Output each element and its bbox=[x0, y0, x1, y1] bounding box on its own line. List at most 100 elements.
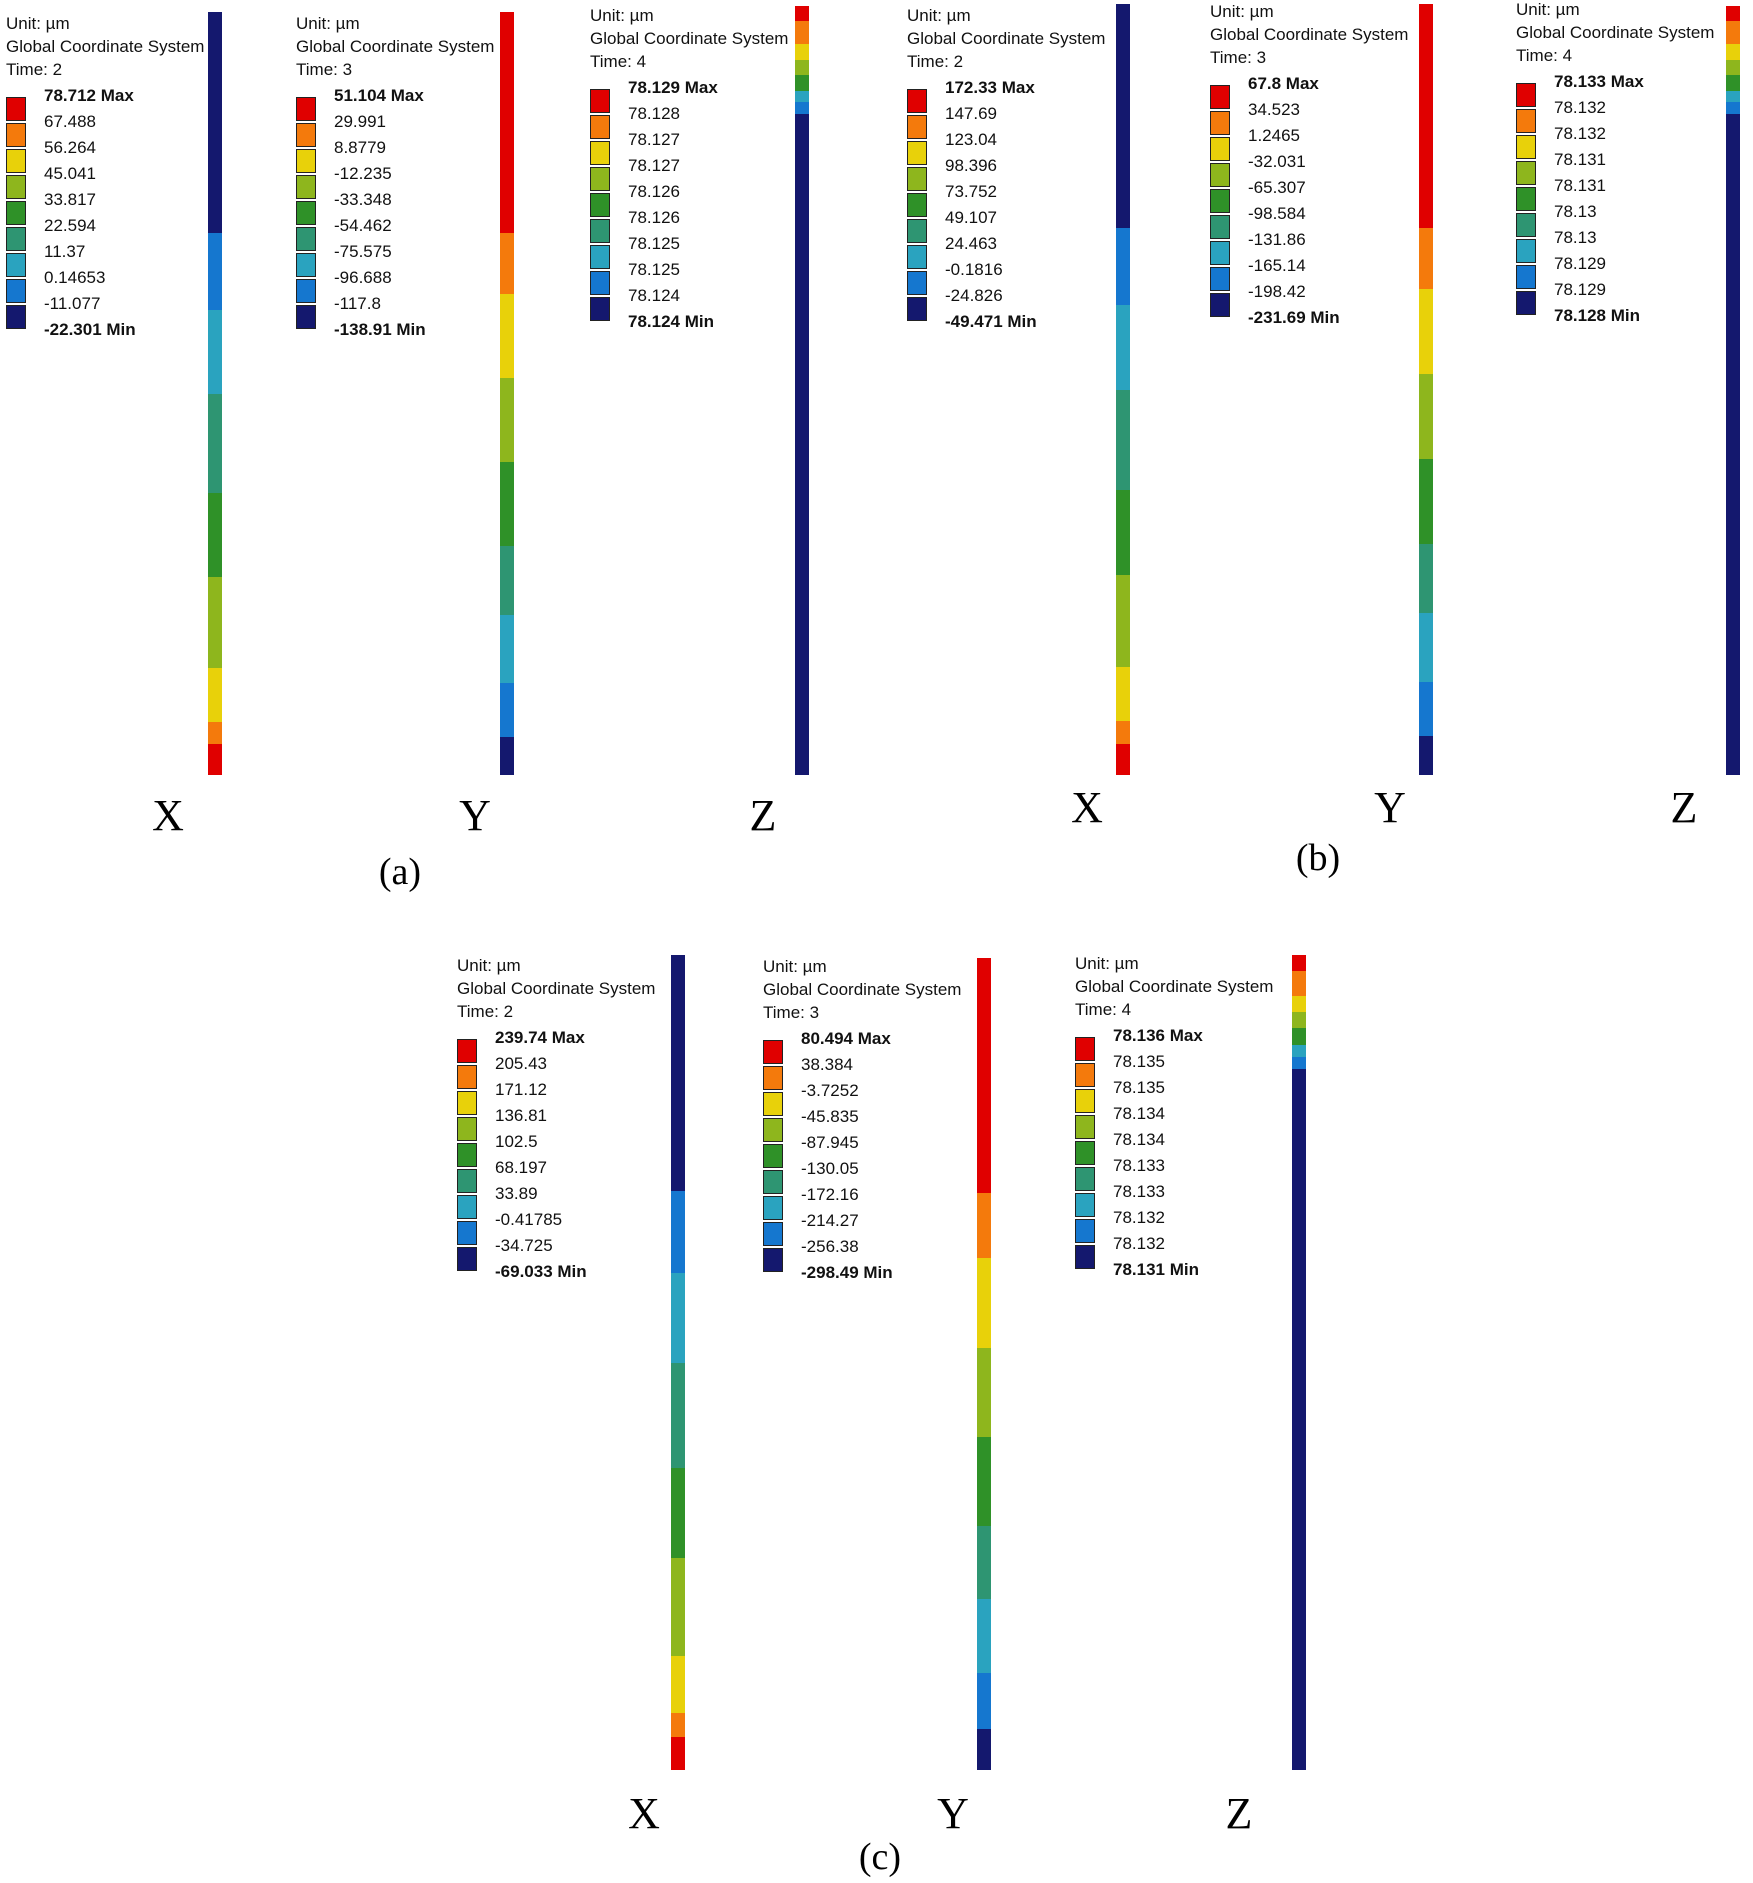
color-swatch bbox=[1075, 1193, 1095, 1217]
color-swatch bbox=[1210, 267, 1230, 291]
scale-value: 78.133 bbox=[1113, 1182, 1165, 1201]
scale-value: 78.13 bbox=[1554, 228, 1597, 247]
scale-value: 68.197 bbox=[495, 1158, 547, 1177]
color-swatch bbox=[6, 97, 26, 121]
axis-label: X bbox=[628, 1789, 660, 1838]
scale-value: 56.264 bbox=[44, 138, 96, 157]
scale-value: 78.132 bbox=[1113, 1234, 1165, 1253]
contour-bar-y bbox=[500, 12, 514, 776]
min-value: -49.471 Min bbox=[945, 312, 1037, 331]
color-swatch bbox=[296, 253, 316, 277]
scale-value: 78.129 bbox=[1554, 280, 1606, 299]
axis-label: Z bbox=[749, 791, 777, 840]
max-value: 78.129 Max bbox=[628, 78, 718, 97]
contour-legend: Unit: µm Global Coordinate System Time: 2 1… bbox=[907, 4, 1105, 335]
scale-value: 123.04 bbox=[945, 130, 997, 149]
contour-band bbox=[671, 955, 685, 1192]
scale-value: 78.134 bbox=[1113, 1130, 1165, 1149]
scale-value: 78.135 bbox=[1113, 1078, 1165, 1097]
color-swatch bbox=[763, 1170, 783, 1194]
contour-band bbox=[977, 1437, 991, 1527]
color-swatch bbox=[296, 149, 316, 173]
contour-bar-z bbox=[1726, 6, 1740, 776]
coordinate-system-label: Global Coordinate System bbox=[1516, 23, 1715, 42]
contour-band bbox=[671, 1558, 685, 1657]
coordinate-system-label: Global Coordinate System bbox=[763, 980, 962, 999]
scale-value: -34.725 bbox=[495, 1236, 553, 1255]
scale-value: 78.132 bbox=[1554, 124, 1606, 143]
color-swatch bbox=[907, 115, 927, 139]
scale-value: 78.126 bbox=[628, 208, 680, 227]
scale-value: -11.077 bbox=[44, 294, 101, 313]
unit-label: Unit: µm bbox=[457, 956, 521, 975]
scale-value: 78.127 bbox=[628, 156, 680, 175]
contour-band bbox=[208, 576, 222, 669]
contour-band bbox=[671, 1272, 685, 1363]
contour-band bbox=[208, 744, 222, 776]
scale-value: -75.575 bbox=[334, 242, 392, 261]
color-swatch bbox=[1210, 189, 1230, 213]
min-value: 78.131 Min bbox=[1113, 1260, 1199, 1279]
max-value: 78.136 Max bbox=[1113, 1026, 1203, 1045]
time-label: Time: 2 bbox=[907, 52, 964, 71]
scale-value: -98.584 bbox=[1248, 204, 1306, 223]
contour-legend: Unit: µm Global Coordinate System Time: 4 7… bbox=[590, 4, 788, 335]
time-label: Time: 4 bbox=[590, 52, 647, 71]
color-scale: 78.129 Max 78.128 78.127 78.127 78.126 78.126… bbox=[590, 78, 788, 335]
color-swatch bbox=[763, 1066, 783, 1090]
scale-value: 34.523 bbox=[1248, 100, 1300, 119]
contour-band bbox=[977, 1599, 991, 1674]
color-swatch bbox=[6, 279, 26, 303]
contour-band bbox=[208, 12, 222, 234]
contour-band bbox=[1292, 1028, 1306, 1046]
color-swatch bbox=[6, 305, 26, 329]
color-swatch bbox=[1516, 187, 1536, 211]
contour-legend: Unit: µm Global Coordinate System Time: 2 2… bbox=[457, 954, 655, 1285]
unit-label: Unit: µm bbox=[1075, 954, 1139, 973]
color-scale: 78.136 Max 78.135 78.135 78.134 78.134 78.133… bbox=[1075, 1026, 1273, 1283]
contour-band bbox=[795, 75, 809, 92]
scale-value: -172.16 bbox=[801, 1185, 859, 1204]
scale-value: 8.8779 bbox=[334, 138, 386, 157]
contour-band bbox=[977, 1672, 991, 1730]
color-swatch bbox=[457, 1039, 477, 1063]
color-swatch bbox=[296, 279, 316, 303]
contour-band bbox=[977, 958, 991, 1194]
color-swatch bbox=[907, 193, 927, 217]
unit-label: Unit: µm bbox=[763, 957, 827, 976]
color-swatch bbox=[1210, 163, 1230, 187]
contour-bar-x bbox=[671, 955, 685, 1771]
color-swatch bbox=[590, 89, 610, 113]
color-swatch bbox=[1210, 293, 1230, 317]
color-swatch bbox=[590, 245, 610, 269]
contour-band bbox=[1292, 995, 1306, 1013]
color-scale: 78.712 Max 67.488 56.264 45.041 33.817 22.594… bbox=[6, 86, 204, 343]
contour-band bbox=[795, 6, 809, 22]
color-swatch bbox=[1075, 1219, 1095, 1243]
scale-value: 78.124 bbox=[628, 286, 680, 305]
color-swatch bbox=[763, 1248, 783, 1272]
contour-legend: Unit: µm Global Coordinate System Time: 3 6… bbox=[1210, 0, 1408, 331]
contour-band bbox=[1419, 289, 1433, 375]
scale-value: 147.69 bbox=[945, 104, 997, 123]
axis-label: Z bbox=[1225, 1789, 1253, 1838]
contour-band bbox=[1726, 75, 1740, 92]
color-swatch bbox=[296, 227, 316, 251]
contour-band bbox=[671, 1191, 685, 1274]
unit-label: Unit: µm bbox=[907, 6, 971, 25]
coordinate-system-label: Global Coordinate System bbox=[1075, 977, 1274, 996]
min-value: -69.033 Min bbox=[495, 1262, 587, 1281]
contour-band bbox=[795, 44, 809, 61]
contour-bar-x bbox=[208, 12, 222, 776]
color-scale: 67.8 Max 34.523 1.2465 -32.031 -65.307 -98.58… bbox=[1210, 74, 1408, 331]
max-value: 172.33 Max bbox=[945, 78, 1035, 97]
color-swatch bbox=[907, 219, 927, 243]
scale-value: -131.86 bbox=[1248, 230, 1306, 249]
contour-band bbox=[1116, 489, 1130, 576]
coordinate-system-label: Global Coordinate System bbox=[590, 29, 789, 48]
contour-legend: Unit: µm Global Coordinate System Time: 3 5… bbox=[296, 12, 494, 343]
min-value: -298.49 Min bbox=[801, 1263, 893, 1282]
scale-value: 78.128 bbox=[628, 104, 680, 123]
contour-band bbox=[1419, 682, 1433, 737]
scale-value: -0.1816 bbox=[945, 260, 1003, 279]
